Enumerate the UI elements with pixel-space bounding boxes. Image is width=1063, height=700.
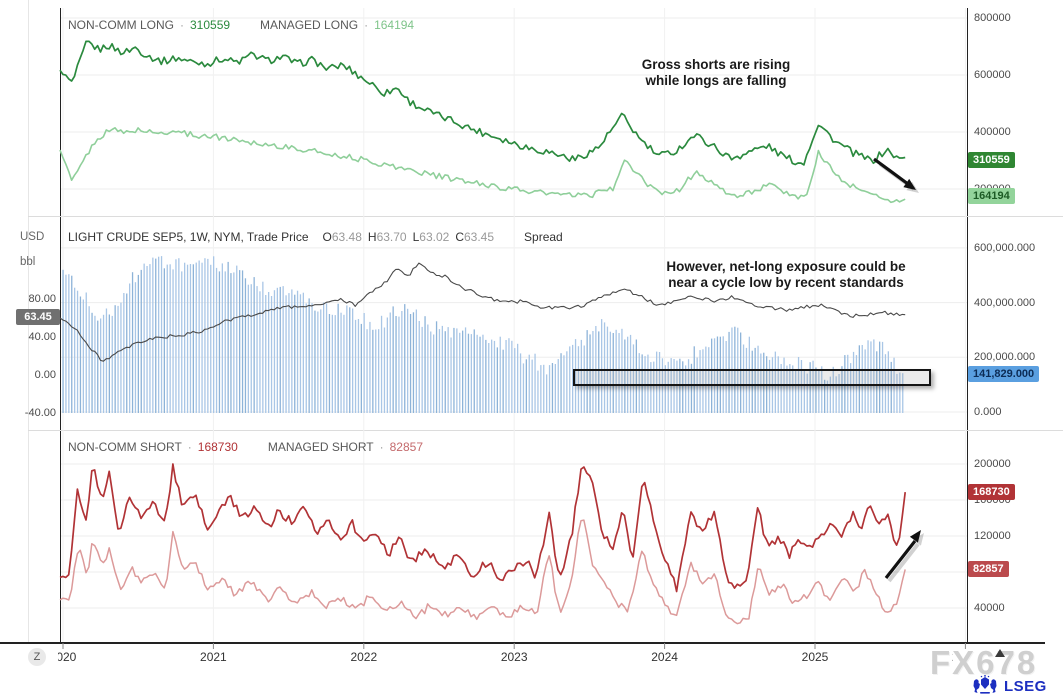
ohlc-low: L63.02 [412,230,450,244]
legend-separator-dot: · [364,18,369,32]
year-label: 2026 [952,650,953,664]
ohlc-open: O63.48 [322,230,362,244]
axis-tick-label: 40000 [974,602,1005,614]
lseg-crest-icon [973,675,997,694]
lseg-logo: LSEG [971,675,1047,697]
axis-tick-label: 40.00 [28,331,56,343]
legend-gross-shorts[interactable]: NON-COMM SHORT · 168730 MANAGED SHORT · … [68,440,423,454]
axis-tick-label: 800000 [974,12,1011,24]
legend-value-managed-short: 82857 [389,440,423,454]
legend-value-managed-long: 164194 [374,18,415,32]
axis-tick-label: 400000 [974,126,1011,138]
axis-tick-label: 0.000 [974,406,1002,418]
left-plot-border [60,8,61,642]
right-plot-border [967,8,968,642]
badge-last-price: 63.45 [16,309,60,325]
legend-label-managed-long: MANAGED LONG [260,18,359,32]
lseg-logo-text: LSEG [1004,677,1047,695]
legend-value-non-comm-short: 168730 [197,440,238,454]
trade-price-line [59,262,906,362]
panel-separator-1 [28,216,1063,217]
axis-tick-label: 400,000.000 [974,296,1036,309]
legend-gross-longs[interactable]: NON-COMM LONG · 310559 MANAGED LONG · 16… [68,18,414,32]
year-label: 2022 [350,650,378,664]
axis-tick-label: -40.00 [24,407,56,419]
non-comm-long-line [59,40,906,166]
managed-long-line [59,127,906,204]
legend-price-spread[interactable]: LIGHT CRUDE SEP5, 1W, NYM, Trade Price O… [68,230,563,244]
annotation-gross-shorts: Gross shorts are rising while longs are … [616,57,816,89]
legend-label-non-comm-long: NON-COMM LONG [68,18,174,32]
left-price-axis[interactable]: 80.00 40.00 0.00 -40.00 [0,0,56,642]
ohlc-high: H63.70 [367,230,407,244]
legend-separator-dot: · [379,440,384,454]
badge-non-comm-long: 310559 [968,152,1015,168]
axis-tick-label: 200,000.000 [974,351,1036,364]
legend-label-managed-short: MANAGED SHORT [267,440,374,454]
managed-short-line [59,519,906,625]
unit-usd-label: USD [20,231,45,243]
annotation-line: while longs are falling [645,73,787,88]
badge-managed-short: 82857 [968,561,1009,577]
spread-bars [62,256,904,413]
annotation-line: However, net-long exposure could be [666,259,906,274]
badge-non-comm-short: 168730 [968,484,1015,500]
fx678-watermark: FX678 [930,644,1038,681]
right-price-axis[interactable]: 800000 600000 400000 200000 600,000.000 400,0… [974,0,1054,642]
x-axis-line [0,642,1045,644]
annotation-net-long: However, net-long exposure could be near… [661,259,911,291]
badge-net-spread: 141,829.000 [968,366,1040,382]
axis-tick-label: 200000 [974,457,1011,470]
legend-label-non-comm-short: NON-COMM SHORT [68,440,182,454]
year-label: 2025 [801,650,829,664]
watermark-arrow-icon [995,649,1005,657]
year-label: 2021 [200,650,227,664]
legend-value-non-comm-long: 310559 [190,18,231,32]
unit-bbl-label: bbl [20,256,36,268]
panel-separator-2 [28,430,1063,431]
z-button[interactable]: Z [28,648,46,666]
instrument-title: LIGHT CRUDE SEP5, 1W, NYM, Trade Price [68,230,309,244]
axis-tick-label: 80.00 [28,293,56,305]
annotation-line: Gross shorts are rising [641,57,791,72]
badge-managed-long: 164194 [968,188,1015,204]
axis-tick-label: 600000 [974,69,1011,81]
highlight-box [573,369,931,386]
axis-tick-label: 0.00 [34,369,56,381]
axis-tick-label: 120000 [974,529,1011,542]
axis-tick-label: 600,000.000 [974,241,1036,254]
legend-separator-dot: · [180,18,184,32]
non-comm-short-line [59,463,907,593]
legend-separator-dot: · [187,440,192,454]
ohlc-close: C63.45 [455,230,495,244]
legend-label-spread: Spread [524,230,563,244]
year-label: 2023 [500,650,528,664]
annotation-line: near a cycle low by recent standards [668,275,904,290]
year-label: 2024 [651,650,678,664]
